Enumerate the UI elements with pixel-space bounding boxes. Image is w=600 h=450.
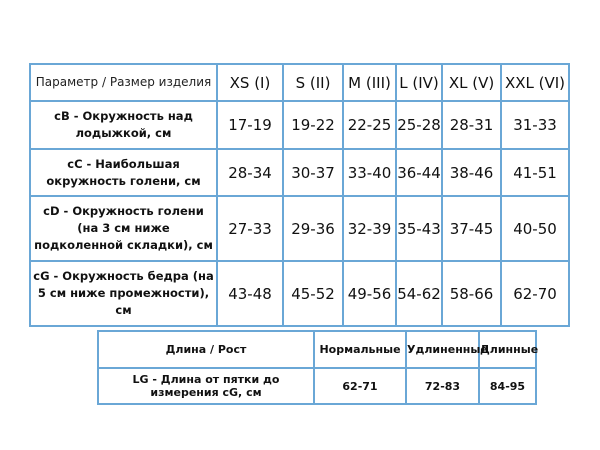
param-cell: cG - Окружность бедра (на 5 см ниже пром… bbox=[29, 260, 218, 327]
header-cell: Длинные bbox=[478, 330, 538, 369]
value-cell: 28-31 bbox=[441, 100, 502, 150]
table-header-row: Параметр / Размер изделия XS (I) S (II) … bbox=[29, 63, 570, 102]
value-cell: 43-48 bbox=[216, 260, 284, 327]
value-cell: 84-95 bbox=[478, 367, 537, 405]
size-table: Параметр / Размер изделия XS (I) S (II) … bbox=[29, 63, 570, 327]
header-cell: L (IV) bbox=[395, 63, 443, 102]
value-cell: 29-36 bbox=[282, 195, 344, 262]
param-cell: cB - Окружность над лодыжкой, см bbox=[29, 100, 218, 150]
header-cell: XS (I) bbox=[216, 63, 284, 102]
value-cell: 49-56 bbox=[342, 260, 397, 327]
param-cell: cC - Наибольшая окружность голени, см bbox=[29, 148, 218, 197]
value-cell: 38-46 bbox=[441, 148, 502, 197]
length-table: Длина / Рост Нормальные Удлиненные Длинн… bbox=[97, 330, 538, 405]
table-row: cD - Окружность голени (на 3 см ниже под… bbox=[29, 195, 570, 262]
header-cell: Параметр / Размер изделия bbox=[29, 63, 218, 102]
value-cell: 45-52 bbox=[282, 260, 344, 327]
value-cell: 36-44 bbox=[395, 148, 443, 197]
header-cell: XL (V) bbox=[441, 63, 502, 102]
value-cell: 28-34 bbox=[216, 148, 284, 197]
value-cell: 37-45 bbox=[441, 195, 502, 262]
value-cell: 40-50 bbox=[500, 195, 570, 262]
value-cell: 62-70 bbox=[500, 260, 570, 327]
value-cell: 27-33 bbox=[216, 195, 284, 262]
value-cell: 33-40 bbox=[342, 148, 397, 197]
table-row: cG - Окружность бедра (на 5 см ниже пром… bbox=[29, 260, 570, 327]
table-row: cC - Наибольшая окружность голени, см 28… bbox=[29, 148, 570, 197]
param-cell: LG - Длина от пятки до измерения cG, см bbox=[97, 367, 315, 405]
value-cell: 30-37 bbox=[282, 148, 344, 197]
value-cell: 58-66 bbox=[441, 260, 502, 327]
value-cell: 25-28 bbox=[395, 100, 443, 150]
value-cell: 62-71 bbox=[313, 367, 407, 405]
value-cell: 19-22 bbox=[282, 100, 344, 150]
header-cell: Удлиненные bbox=[405, 330, 488, 369]
header-cell: M (III) bbox=[342, 63, 397, 102]
value-cell: 32-39 bbox=[342, 195, 397, 262]
value-cell: 31-33 bbox=[500, 100, 570, 150]
value-cell: 41-51 bbox=[500, 148, 570, 197]
header-cell: XXL (VI) bbox=[500, 63, 570, 102]
header-cell: Нормальные bbox=[313, 330, 407, 369]
table-row: cB - Окружность над лодыжкой, см 17-19 1… bbox=[29, 100, 570, 150]
header-cell: S (II) bbox=[282, 63, 344, 102]
value-cell: 22-25 bbox=[342, 100, 397, 150]
value-cell: 17-19 bbox=[216, 100, 284, 150]
param-cell: cD - Окружность голени (на 3 см ниже под… bbox=[29, 195, 218, 262]
value-cell: 35-43 bbox=[395, 195, 443, 262]
table-row: LG - Длина от пятки до измерения cG, см … bbox=[97, 367, 537, 405]
table-header-row: Длина / Рост Нормальные Удлиненные Длинн… bbox=[97, 330, 538, 369]
value-cell: 54-62 bbox=[395, 260, 443, 327]
header-cell: Длина / Рост bbox=[97, 330, 315, 369]
value-cell: 72-83 bbox=[405, 367, 480, 405]
